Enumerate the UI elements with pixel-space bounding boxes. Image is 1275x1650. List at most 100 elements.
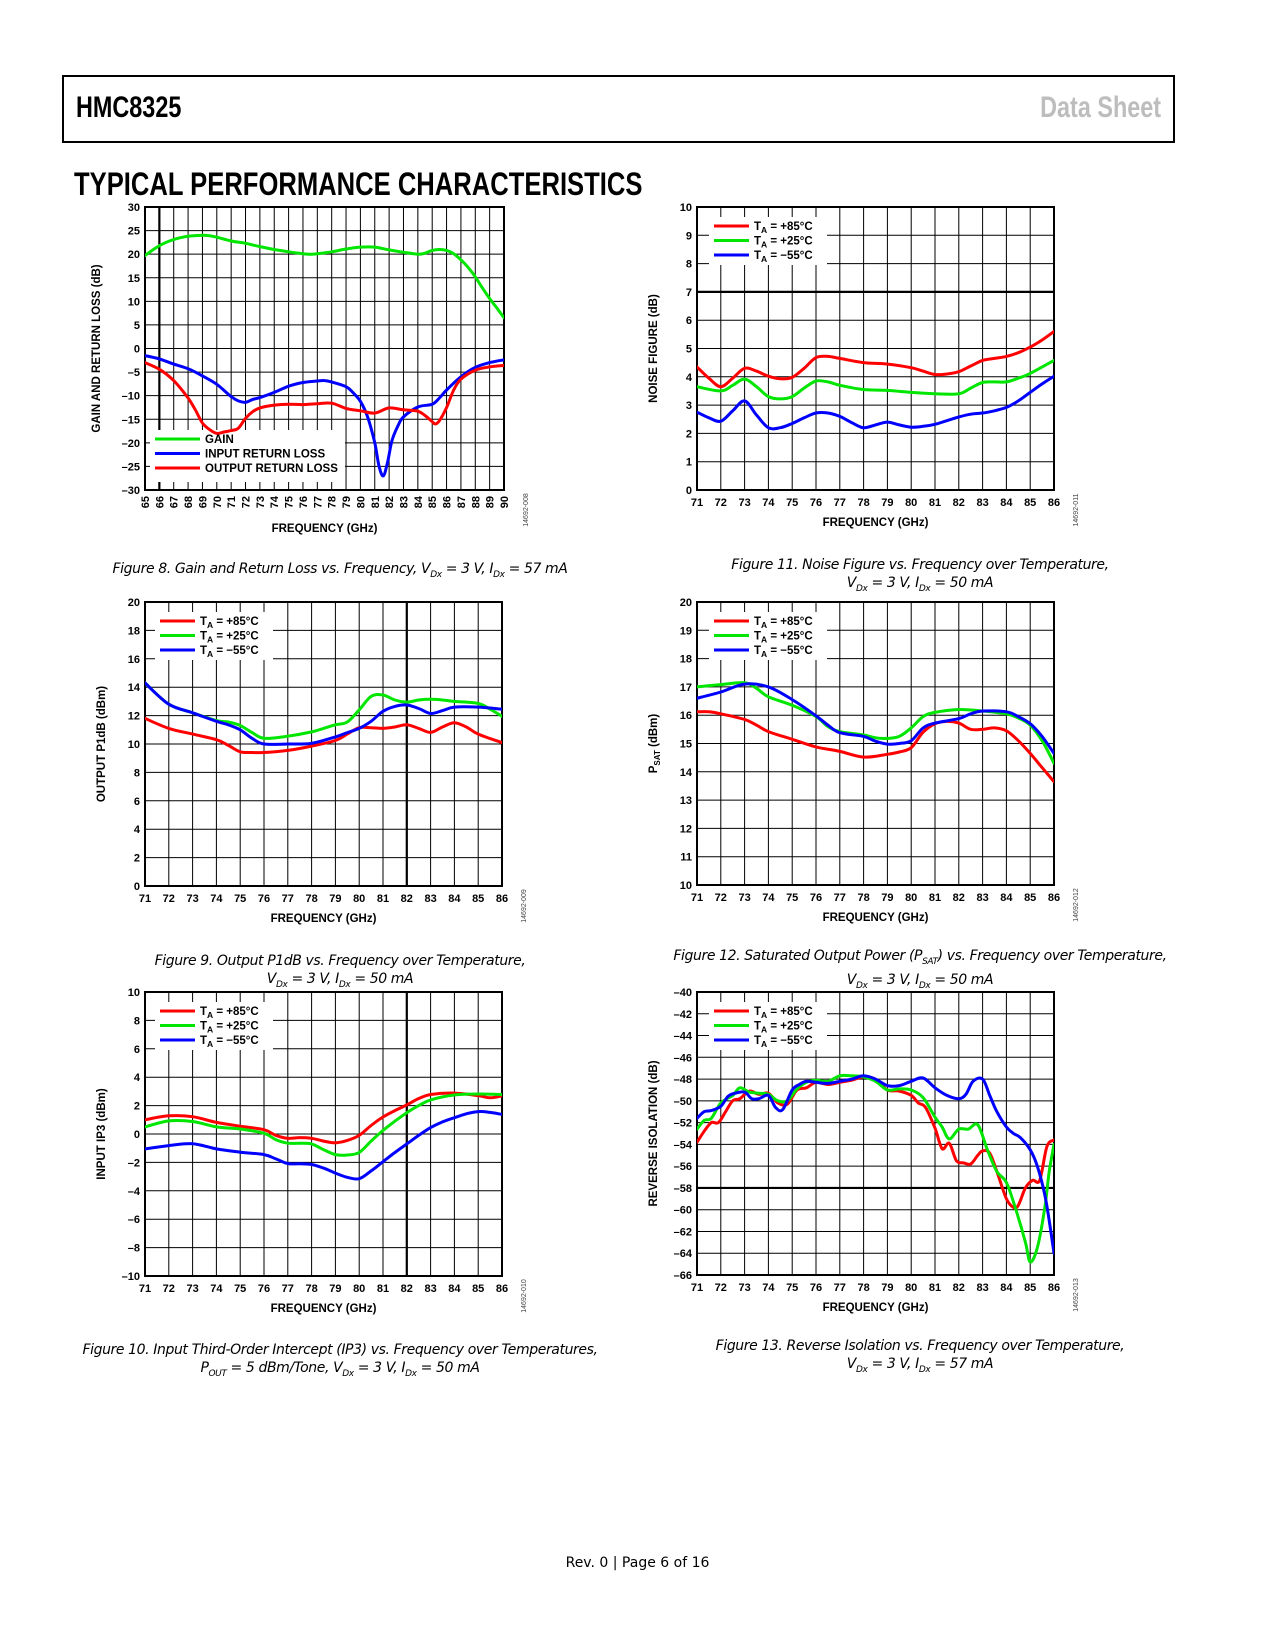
x-tick-label: 85 <box>1024 1282 1036 1294</box>
x-tick-label: 71 <box>226 496 238 508</box>
y-tick-label: 19 <box>680 625 692 637</box>
y-tick-label: –54 <box>674 1139 693 1151</box>
y-tick-label: –44 <box>674 1031 693 1043</box>
page-header: HMC8325 Data Sheet <box>62 75 1175 143</box>
y-tick-label: –42 <box>674 1009 692 1021</box>
legend-label: TA = +85°C <box>754 616 813 630</box>
x-axis-label: FREQUENCY (GHz) <box>823 1302 929 1314</box>
plot-frame <box>696 991 1055 1276</box>
x-tick-label: 72 <box>715 497 727 509</box>
series-line <box>145 233 504 320</box>
y-tick-label: 11 <box>680 852 692 864</box>
y-tick-label: –6 <box>128 1214 140 1226</box>
x-tick-label: 68 <box>183 496 195 508</box>
y-tick-label: –64 <box>674 1248 693 1260</box>
x-tick-label: 78 <box>327 496 339 508</box>
x-tick-label: 82 <box>401 1283 413 1295</box>
x-tick-label: 79 <box>881 892 893 904</box>
part-number: HMC8325 <box>76 91 182 124</box>
x-tick-label: 75 <box>284 496 296 508</box>
y-tick-label: –10 <box>122 391 140 403</box>
plot-frame <box>144 206 505 491</box>
x-tick-label: 77 <box>834 497 846 509</box>
y-tick-label: 2 <box>134 853 140 865</box>
y-tick-label: 0 <box>686 485 692 497</box>
x-tick-label: 81 <box>370 496 382 508</box>
legend-label: TA = +85°C <box>754 221 813 235</box>
x-tick-label: 90 <box>499 496 511 508</box>
x-tick-label: 74 <box>210 1283 223 1295</box>
x-tick-label: 67 <box>169 496 181 508</box>
legend-label: GAIN <box>205 434 234 446</box>
y-tick-label: 16 <box>680 710 692 722</box>
y-tick-label: 6 <box>134 796 140 808</box>
x-tick-label: 77 <box>834 1282 846 1294</box>
y-tick-label: 8 <box>686 259 692 271</box>
x-tick-label: 81 <box>377 1283 389 1295</box>
y-tick-label: 14 <box>680 767 693 779</box>
x-tick-label: 74 <box>762 1282 775 1294</box>
y-tick-label: 1 <box>686 457 692 469</box>
x-tick-label: 71 <box>691 497 703 509</box>
x-tick-label: 88 <box>470 496 482 508</box>
legend-label: TA = +25°C <box>200 1021 259 1035</box>
x-tick-label: 71 <box>139 893 151 905</box>
x-tick-label: 84 <box>413 495 425 508</box>
y-tick-label: 20 <box>128 597 140 609</box>
x-tick-label: 73 <box>255 496 267 508</box>
x-tick-label: 78 <box>857 497 869 509</box>
chart-noise-figure: 0 1 2 3 4 5 6 7 8 9 10 71 72 73 74 75 76 77 78 79 80 81 82 83 84… <box>637 195 1275 585</box>
x-tick-label: 73 <box>186 1283 198 1295</box>
x-tick-label: 76 <box>810 497 822 509</box>
y-axis-label: GAIN AND RETURN LOSS (dB) <box>91 264 103 432</box>
x-tick-label: 72 <box>715 1282 727 1294</box>
legend-label: TA = +25°C <box>754 631 813 645</box>
legend-label: TA = +25°C <box>754 236 813 250</box>
y-tick-label: 18 <box>128 625 140 637</box>
x-tick-label: 76 <box>810 1282 822 1294</box>
series-line <box>697 682 1054 755</box>
y-tick-label: 6 <box>686 315 692 327</box>
y-tick-label: –48 <box>674 1074 692 1086</box>
x-tick-label: 86 <box>1048 1282 1060 1294</box>
x-axis-label: FREQUENCY (GHz) <box>272 523 378 535</box>
y-tick-label: –4 <box>128 1186 141 1198</box>
legend-label: TA = +25°C <box>200 631 259 645</box>
x-tick-label: 84 <box>1000 497 1013 509</box>
y-tick-label: 10 <box>128 987 140 999</box>
series-line <box>145 1110 502 1181</box>
y-tick-label: 8 <box>134 767 140 779</box>
x-tick-label: 75 <box>786 497 798 509</box>
y-axis-label: OUTPUT P1dB (dBm) <box>96 686 108 802</box>
x-tick-label: 84 <box>448 1283 461 1295</box>
x-tick-label: 83 <box>976 1282 988 1294</box>
x-tick-label: 76 <box>258 893 270 905</box>
x-tick-label: 85 <box>472 893 484 905</box>
y-tick-label: 6 <box>134 1044 140 1056</box>
x-axis-label: FREQUENCY (GHz) <box>823 912 929 924</box>
x-tick-label: 66 <box>154 496 166 508</box>
x-tick-label: 80 <box>905 1282 917 1294</box>
y-tick-label: 10 <box>680 880 692 892</box>
chart-svg: –66 –64 –62 –60 –58 –56 –54 –52 –50 –48 –46 –44 –42 –… <box>648 987 1080 1314</box>
y-tick-label: –66 <box>674 1270 692 1282</box>
x-tick-label: 79 <box>881 1282 893 1294</box>
y-tick-label: 13 <box>680 795 692 807</box>
x-tick-label: 69 <box>197 496 209 508</box>
x-tick-label: 83 <box>976 497 988 509</box>
x-tick-label: 83 <box>424 893 436 905</box>
y-tick-label: –10 <box>122 1271 140 1283</box>
y-tick-label: –58 <box>674 1183 692 1195</box>
x-tick-label: 83 <box>398 496 410 508</box>
x-tick-label: 78 <box>857 1282 869 1294</box>
x-tick-label: 78 <box>857 892 869 904</box>
x-tick-label: 80 <box>355 496 367 508</box>
y-tick-label: 4 <box>686 372 693 384</box>
y-tick-label: –60 <box>674 1205 692 1217</box>
y-axis-label-unit: (dBm) <box>648 714 660 751</box>
figure-id: 14692-010 <box>521 1279 528 1313</box>
x-tick-label: 83 <box>976 892 988 904</box>
x-tick-label: 81 <box>377 893 389 905</box>
x-tick-label: 84 <box>1000 1282 1013 1294</box>
